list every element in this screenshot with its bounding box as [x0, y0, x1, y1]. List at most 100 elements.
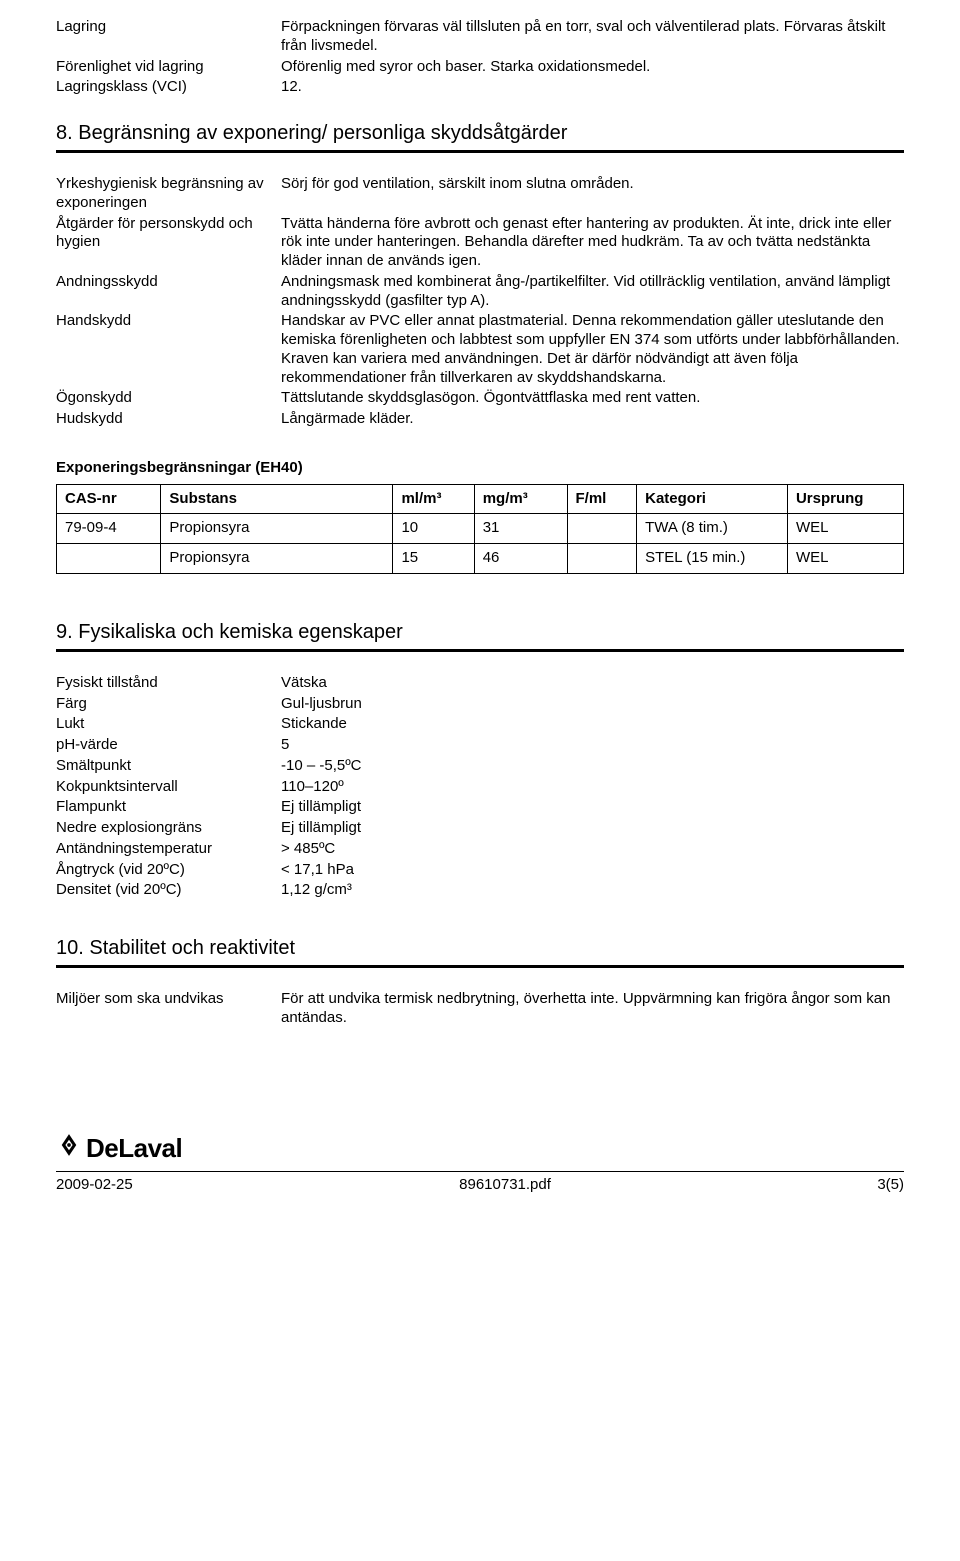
kv-label: Kokpunktsintervall	[56, 778, 281, 797]
cell-fml	[567, 514, 637, 544]
kv-value: Ej tillämpligt	[281, 819, 904, 838]
top-kv-block: Lagring Förpackningen förvaras väl tills…	[56, 18, 904, 97]
kv-row: Miljöer som ska undvikas För att undvika…	[56, 990, 904, 1028]
kv-value: Långärmade kläder.	[281, 410, 904, 429]
kv-label: Förenlighet vid lagring	[56, 58, 281, 77]
kv-row: LuktStickande	[56, 715, 904, 734]
section9-heading: 9. Fysikaliska och kemiska egenskaper	[56, 620, 904, 645]
kv-value: -10 – -5,5ºC	[281, 757, 904, 776]
kv-value: Andningsmask med kombinerat ång-/partike…	[281, 273, 904, 311]
kv-value: 5	[281, 736, 904, 755]
kv-label: Hudskydd	[56, 410, 281, 429]
cell-sub: Propionsyra	[161, 544, 393, 574]
kv-value: 110–120º	[281, 778, 904, 797]
kv-label: Fysiskt tillstånd	[56, 674, 281, 693]
col-sub-header: Substans	[161, 484, 393, 514]
cell-kat: STEL (15 min.)	[637, 544, 788, 574]
section10-heading: 10. Stabilitet och reaktivitet	[56, 936, 904, 961]
kv-label: Smältpunkt	[56, 757, 281, 776]
kv-value: Tvätta händerna före avbrott och genast …	[281, 215, 904, 271]
brand-icon	[56, 1132, 82, 1166]
kv-row: Hudskydd Långärmade kläder.	[56, 410, 904, 429]
kv-value: < 17,1 hPa	[281, 861, 904, 880]
col-mg-header: mg/m³	[474, 484, 567, 514]
kv-value: Handskar av PVC eller annat plastmateria…	[281, 312, 904, 387]
cell-ml: 10	[393, 514, 474, 544]
cell-cas: 79-09-4	[57, 514, 161, 544]
kv-value: Stickande	[281, 715, 904, 734]
col-ml-header: ml/m³	[393, 484, 474, 514]
kv-label: Densitet (vid 20ºC)	[56, 881, 281, 900]
cell-mg: 31	[474, 514, 567, 544]
kv-row: FlampunktEj tillämpligt	[56, 798, 904, 817]
kv-value: Förpackningen förvaras väl tillsluten på…	[281, 18, 904, 56]
kv-label: Färg	[56, 695, 281, 714]
kv-label: Andningsskydd	[56, 273, 281, 311]
section10-rule	[56, 965, 904, 968]
kv-label: Antändningstemperatur	[56, 840, 281, 859]
footer-file: 89610731.pdf	[459, 1176, 551, 1195]
kv-label: Lagring	[56, 18, 281, 56]
kv-value: 12.	[281, 78, 904, 97]
kv-label: Handskydd	[56, 312, 281, 387]
kv-label: Ögonskydd	[56, 389, 281, 408]
section10-kv-block: Miljöer som ska undvikas För att undvika…	[56, 990, 904, 1028]
section9-rule	[56, 649, 904, 652]
section8-heading: 8. Begränsning av exponering/ personliga…	[56, 121, 904, 146]
footer-date: 2009-02-25	[56, 1176, 133, 1195]
brand-logo: DeLaval	[56, 1132, 904, 1166]
kv-value: Tättslutande skyddsglasögon. Ögontvättfl…	[281, 389, 904, 408]
kv-label: Ångtryck (vid 20ºC)	[56, 861, 281, 880]
kv-value: För att undvika termisk nedbrytning, öve…	[281, 990, 904, 1028]
kv-row: Fysiskt tillståndVätska	[56, 674, 904, 693]
cell-sub: Propionsyra	[161, 514, 393, 544]
col-cas-header: CAS-nr	[57, 484, 161, 514]
kv-label: Nedre explosiongräns	[56, 819, 281, 838]
table-header-row: CAS-nr Substans ml/m³ mg/m³ F/ml Kategor…	[57, 484, 904, 514]
kv-value: Oförenlig med syror och baser. Starka ox…	[281, 58, 904, 77]
kv-label: Lukt	[56, 715, 281, 734]
kv-row: Lagringsklass (VCI) 12.	[56, 78, 904, 97]
kv-value: Vätska	[281, 674, 904, 693]
section9-kv-block: Fysiskt tillståndVätska FärgGul-ljusbrun…	[56, 674, 904, 900]
eh40-table: CAS-nr Substans ml/m³ mg/m³ F/ml Kategor…	[56, 484, 904, 574]
kv-label: Yrkeshygienisk begränsning av exponering…	[56, 175, 281, 213]
kv-row: Densitet (vid 20ºC)1,12 g/cm³	[56, 881, 904, 900]
kv-value: Sörj för god ventilation, särskilt inom …	[281, 175, 904, 213]
kv-row: Andningsskydd Andningsmask med kombinera…	[56, 273, 904, 311]
cell-kat: TWA (8 tim.)	[637, 514, 788, 544]
footer-page: 3(5)	[877, 1176, 904, 1195]
kv-label: Miljöer som ska undvikas	[56, 990, 281, 1028]
footer-line: 2009-02-25 89610731.pdf 3(5)	[56, 1171, 904, 1195]
kv-row: Smältpunkt-10 – -5,5ºC	[56, 757, 904, 776]
kv-row: Ångtryck (vid 20ºC)< 17,1 hPa	[56, 861, 904, 880]
kv-value: > 485ºC	[281, 840, 904, 859]
kv-label: Åtgärder för personskydd och hygien	[56, 215, 281, 271]
kv-row: FärgGul-ljusbrun	[56, 695, 904, 714]
section8-rule	[56, 150, 904, 153]
cell-mg: 46	[474, 544, 567, 574]
eh40-title: Exponeringsbegränsningar (EH40)	[56, 459, 904, 478]
brand-text: DeLaval	[86, 1132, 182, 1165]
cell-ml: 15	[393, 544, 474, 574]
kv-row: pH-värde5	[56, 736, 904, 755]
kv-row: Kokpunktsintervall110–120º	[56, 778, 904, 797]
kv-row: Antändningstemperatur> 485ºC	[56, 840, 904, 859]
col-fml-header: F/ml	[567, 484, 637, 514]
kv-value: 1,12 g/cm³	[281, 881, 904, 900]
section8-kv-block: Yrkeshygienisk begränsning av exponering…	[56, 175, 904, 429]
table-row: Propionsyra 15 46 STEL (15 min.) WEL	[57, 544, 904, 574]
kv-label: pH-värde	[56, 736, 281, 755]
kv-value: Gul-ljusbrun	[281, 695, 904, 714]
col-kat-header: Kategori	[637, 484, 788, 514]
kv-row: Yrkeshygienisk begränsning av exponering…	[56, 175, 904, 213]
kv-label: Lagringsklass (VCI)	[56, 78, 281, 97]
kv-row: Ögonskydd Tättslutande skyddsglasögon. Ö…	[56, 389, 904, 408]
kv-row: Nedre explosiongränsEj tillämpligt	[56, 819, 904, 838]
page-footer: DeLaval 2009-02-25 89610731.pdf 3(5)	[56, 1128, 904, 1195]
cell-cas	[57, 544, 161, 574]
kv-value: Ej tillämpligt	[281, 798, 904, 817]
col-ur-header: Ursprung	[787, 484, 903, 514]
table-row: 79-09-4 Propionsyra 10 31 TWA (8 tim.) W…	[57, 514, 904, 544]
kv-label: Flampunkt	[56, 798, 281, 817]
